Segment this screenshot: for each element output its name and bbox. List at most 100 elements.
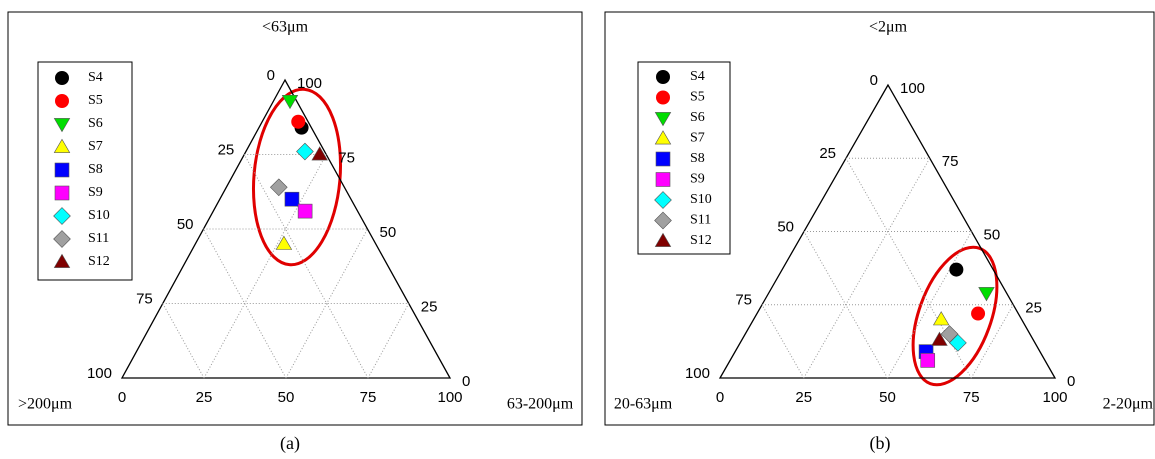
right-tick-label: 50: [984, 226, 1001, 243]
legend-label: S6: [88, 116, 103, 131]
right-tick-label: 0: [1067, 373, 1075, 390]
grid-line: [203, 228, 287, 379]
marker: [949, 262, 964, 277]
marker: [291, 114, 306, 129]
marker: [281, 94, 299, 110]
legend-label: S4: [690, 69, 705, 84]
legend-marker: [654, 191, 672, 209]
panel-label: (b): [870, 433, 891, 454]
bottom-tick-label: 25: [795, 389, 812, 406]
panel-frame: [604, 11, 1155, 426]
legend-marker: [654, 130, 672, 145]
left-tick-label: 50: [177, 216, 194, 233]
legend-label: S11: [88, 231, 109, 246]
right-tick-label: 25: [421, 298, 438, 315]
left-tick-label: 75: [735, 292, 752, 309]
legend-marker: [655, 172, 671, 187]
legend-label: S8: [88, 162, 103, 177]
corner-label: <2μm: [869, 19, 908, 36]
grid-line: [761, 304, 805, 379]
left-tick-label: 25: [218, 141, 235, 158]
legend-marker: [53, 230, 71, 248]
legend-marker: [53, 118, 71, 133]
grid-line: [203, 154, 327, 379]
right-tick-label: 50: [380, 224, 397, 241]
legend-marker: [55, 94, 69, 108]
bottom-tick-label: 50: [278, 389, 295, 406]
marker: [311, 146, 328, 161]
corner-label: 20-63μm: [614, 396, 673, 413]
bottom-tick-label: 75: [360, 389, 377, 406]
legend-label: S5: [88, 93, 103, 108]
left-tick-label: 75: [136, 290, 153, 307]
bottom-tick-label: 0: [716, 389, 724, 406]
legend-label: S9: [88, 185, 103, 200]
grid-line: [803, 158, 931, 379]
legend-marker: [54, 162, 70, 178]
marker: [978, 287, 995, 302]
legend-marker: [656, 90, 670, 105]
legend-label: S12: [88, 254, 110, 269]
grid-line: [162, 303, 205, 379]
legend-marker: [53, 253, 71, 268]
left-tick-label: 100: [87, 365, 112, 382]
legend-label: S10: [690, 192, 712, 207]
grid-line: [803, 231, 888, 379]
grid-line: [887, 231, 972, 379]
legend-box: [637, 61, 731, 255]
legend-label: S7: [690, 131, 705, 146]
right-tick-label: 100: [900, 80, 925, 97]
marker: [297, 203, 313, 219]
panel-label: (a): [280, 433, 300, 454]
legend-marker: [53, 138, 71, 153]
legend-marker: [656, 70, 670, 84]
legend-label: S5: [690, 90, 705, 105]
left-tick-label: 25: [819, 145, 836, 162]
bottom-tick-label: 100: [437, 389, 462, 406]
corner-label: 2-20μm: [1103, 396, 1154, 413]
marker: [275, 235, 293, 250]
right-tick-label: 75: [338, 149, 355, 166]
highlight-ellipse: [911, 245, 999, 387]
legend-label: S12: [690, 233, 712, 248]
legend-marker: [655, 151, 671, 167]
grid-line: [367, 303, 410, 379]
marker: [296, 142, 314, 161]
grid-line: [285, 228, 368, 379]
legend-label: S9: [690, 172, 705, 187]
marker: [920, 353, 936, 368]
legend-label: S11: [690, 213, 711, 228]
corner-label: 63-200μm: [507, 396, 574, 413]
triangle: [120, 78, 452, 379]
left-tick-label: 50: [777, 218, 794, 235]
bottom-tick-label: 25: [196, 389, 213, 406]
left-tick-label: 0: [267, 67, 275, 84]
right-tick-label: 0: [462, 373, 470, 390]
right-tick-label: 75: [942, 153, 959, 170]
bottom-tick-label: 50: [879, 389, 896, 406]
grid-line: [970, 304, 1014, 379]
legend-marker: [54, 185, 70, 201]
legend-marker: [55, 71, 69, 85]
right-tick-label: 25: [1025, 300, 1042, 317]
marker: [971, 306, 986, 321]
marker: [284, 191, 300, 207]
bottom-tick-label: 0: [118, 389, 126, 406]
marker: [932, 311, 950, 326]
marker: [931, 331, 948, 346]
left-tick-label: 100: [685, 365, 710, 382]
marker: [940, 325, 959, 343]
bottom-tick-label: 100: [1042, 389, 1067, 406]
legend-marker: [654, 112, 672, 127]
bottom-tick-label: 75: [963, 389, 980, 406]
right-tick-label: 100: [297, 75, 322, 92]
legend-label: S7: [88, 139, 103, 154]
legend-label: S4: [88, 70, 103, 85]
marker: [269, 178, 288, 197]
legend-marker: [654, 211, 672, 230]
corner-label: <63μm: [262, 19, 309, 36]
legend-marker: [654, 232, 672, 247]
legend-label: S8: [690, 151, 705, 166]
left-tick-label: 0: [870, 72, 878, 89]
